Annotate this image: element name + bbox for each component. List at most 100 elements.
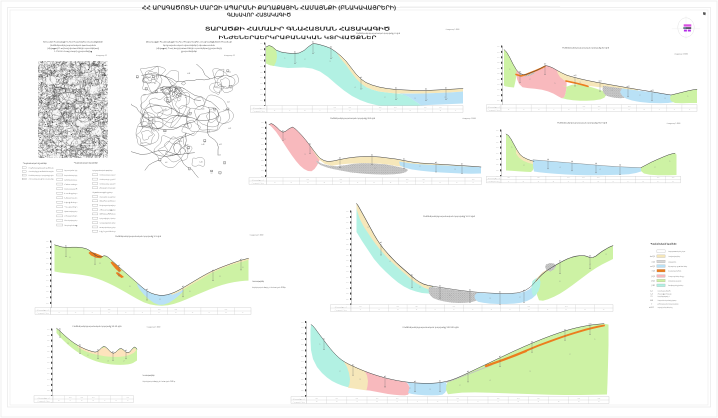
svg-text:74: 74 [627, 180, 629, 182]
svg-text:Շ-27: Շ-27 [143, 95, 146, 97]
svg-text:1332: 1332 [175, 309, 178, 311]
svg-text:1367: 1367 [92, 397, 95, 399]
svg-text:Փ-2: Փ-2 [309, 144, 312, 146]
svg-text:1:25000 մասշտաբի քարտեզից: 1:25000 մասշտաբի քարտեզից [54, 50, 93, 53]
svg-text:Դաշտեր: Դաշտեր [64, 207, 77, 209]
svg-text:Կավավազներ: Կավավազներ [668, 255, 681, 258]
svg-text:79: 79 [674, 109, 676, 111]
svg-text:81: 81 [274, 182, 276, 184]
svg-text:55: 55 [58, 400, 60, 402]
svg-text:Լանջեր: Լանջեր [64, 193, 77, 195]
svg-text:β Q3: β Q3 [652, 276, 655, 278]
svg-text:ԳԼԽԱՎՈՐ ՀԱՏԱԿԱԳԻԾ: ԳԼԽԱՎՈՐ ՀԱՏԱԿԱԳԻԾ [227, 12, 291, 18]
svg-text:1: 1 [320, 344, 321, 346]
svg-text:34: 34 [167, 100, 169, 102]
svg-text:Համայնքի սահմանագիծ: Համայնքի սահմանագիծ [29, 171, 54, 173]
svg-text:Փորձահորեր: Փորձահորեր [99, 214, 115, 216]
svg-text:Փ-5: Փ-5 [125, 350, 128, 352]
svg-text:Շ-28: Շ-28 [207, 131, 210, 133]
svg-text:41: 41 [659, 109, 661, 111]
svg-text:1295: 1295 [261, 149, 264, 151]
svg-text:β N2: β N2 [652, 285, 655, 287]
svg-text:Փ-7: Փ-7 [461, 164, 464, 166]
svg-text:Փ-5: Փ-5 [395, 88, 398, 90]
svg-text:Հեռավոր. մ: Հեռավոր. մ [37, 309, 50, 311]
svg-text:1278: 1278 [225, 309, 228, 311]
svg-text:981: 981 [152, 78, 154, 80]
svg-text:82: 82 [642, 180, 644, 182]
svg-text:629: 629 [204, 142, 206, 144]
svg-text:Պայմանական նշաններ: Պայմանական նշաններ [74, 162, 99, 165]
svg-text:Փ-2: Փ-2 [312, 42, 315, 44]
svg-text:88: 88 [456, 182, 458, 184]
svg-text:Փ-1: Փ-1 [282, 130, 285, 132]
svg-text:ԻՆԺԵՆԵՐԱԵՐԿՐԱԲԱՆԱԿԱՆ ԿՏՐՎԱԾՔՆԵ: ԻՆԺԵՆԵՐԱԵՐԿՐԱԲԱՆԱԿԱՆ ԿՏՐՎԱԾՔՆԵՐ [219, 35, 378, 40]
svg-text:Հորատանցք եւ համարը: Հորատանցք եւ համարը [658, 293, 673, 296]
svg-text:85: 85 [336, 401, 338, 403]
svg-text:76: 76 [473, 182, 475, 184]
svg-text:քարտեզներ: քարտեզներ [181, 50, 198, 53]
svg-text:(միջոցով Շ-ով հաշվառումների պա: (միջոցով Շ-ով հաշվառումների պատկերով) [47, 47, 100, 50]
svg-text:Փ-10: Փ-10 [573, 75, 576, 77]
svg-text:1345: 1345 [346, 227, 349, 229]
svg-text:Փ-8: Փ-8 [531, 341, 534, 343]
svg-text:63: 63 [538, 401, 540, 403]
svg-text:Ինժեներաերկր. շրջան III: Ինժեներաերկր. շրջան III [99, 183, 116, 185]
svg-text:ինժեներաերկրաբանական գոտևորման: ինժեներաերկրաբանական գոտևորման [50, 44, 97, 47]
svg-text:Ինժեներաերկրաբանական կտրվածք V: Ինժեներաերկրաբանական կտրվածք VII-VII գիծ [73, 325, 123, 328]
svg-text:77: 77 [406, 182, 408, 184]
svg-text:Պայմանական նշաններ: Պայմանական նշաններ [651, 242, 678, 245]
svg-text:Հեռանկարային տարածք: Հեռանկարային տարածք [29, 179, 54, 181]
svg-text:2: 2 [296, 62, 297, 64]
svg-text:Հեռավոր. մ: Հեռավոր. մ [293, 398, 306, 400]
svg-text:Մասշտաբ 1:1000: Մասշտաբ 1:1000 [250, 234, 264, 237]
svg-text:Փ-3: Փ-3 [339, 158, 342, 160]
svg-text:4: 4 [600, 169, 601, 171]
svg-text:62: 62 [227, 109, 229, 111]
svg-text:3: 3 [490, 298, 491, 300]
svg-text:703: 703 [179, 97, 181, 99]
svg-text:1220: 1220 [415, 306, 418, 308]
svg-text:Շ-10: Շ-10 [179, 141, 182, 143]
svg-text:1330: 1330 [497, 68, 500, 70]
svg-text:2: 2 [447, 98, 448, 100]
svg-text:37: 37 [164, 131, 166, 133]
svg-text:Փխրուն գրունտ: Փխրուն գրունտ [99, 201, 115, 203]
svg-text:3: 3 [330, 61, 331, 63]
svg-text:1290: 1290 [346, 288, 349, 290]
svg-text:Խախտված գոտի: Խախտված գոտի [668, 270, 682, 273]
svg-text:2: 2 [88, 355, 89, 357]
svg-text:Փ-5: Փ-5 [439, 381, 442, 383]
svg-text:Փ-3: Փ-3 [97, 350, 100, 352]
svg-text:Շ-3: Շ-3 [152, 119, 154, 121]
svg-text:1247: 1247 [359, 306, 362, 308]
svg-text:Ինժեներաերկրաբանական կտրվածք I: Ինժեներաերկրաբանական կտրվածք IV-IV գիծ [557, 122, 608, 125]
svg-text:Շերտի հզորությունը, մ: Շերտի հզորությունը, մ [658, 295, 671, 298]
svg-text:1315: 1315 [346, 260, 349, 262]
svg-text:1290: 1290 [46, 286, 49, 288]
svg-text:1240: 1240 [496, 153, 499, 155]
svg-text:1275: 1275 [260, 83, 263, 85]
svg-text:1: 1 [510, 69, 511, 71]
svg-text:1305: 1305 [497, 95, 500, 97]
svg-text:1369: 1369 [422, 179, 425, 181]
svg-text:1325: 1325 [46, 247, 49, 249]
svg-text:1300: 1300 [261, 143, 264, 145]
svg-text:81: 81 [437, 401, 439, 403]
svg-text:27: 27 [568, 109, 570, 111]
svg-text:1325: 1325 [301, 384, 304, 386]
svg-text:4: 4 [560, 167, 561, 169]
svg-text:Շ-39: Շ-39 [164, 109, 167, 111]
svg-text:Անտառ: Անտառ [64, 198, 77, 200]
svg-text:1: 1 [670, 161, 671, 163]
svg-text:3: 3 [305, 154, 306, 156]
svg-text:Ինժեներաերկրաբանական կտրվածք V: Ինժեներաերկրաբանական կտրվածք VIII-VIII գ… [403, 326, 460, 329]
svg-text:1317: 1317 [307, 179, 310, 181]
svg-text:1285: 1285 [260, 71, 263, 73]
svg-text:1308: 1308 [598, 106, 601, 108]
svg-text:Հեռավոր. մ: Հեռավոր. մ [253, 107, 266, 109]
svg-text:ԳՋ: ԳՋ [547, 159, 549, 161]
svg-text:Հեռավոր. մ: Հեռավոր. մ [252, 179, 265, 181]
svg-text:Ժայռեր: Ժայռեր [64, 216, 77, 218]
svg-text:34: 34 [453, 309, 455, 311]
